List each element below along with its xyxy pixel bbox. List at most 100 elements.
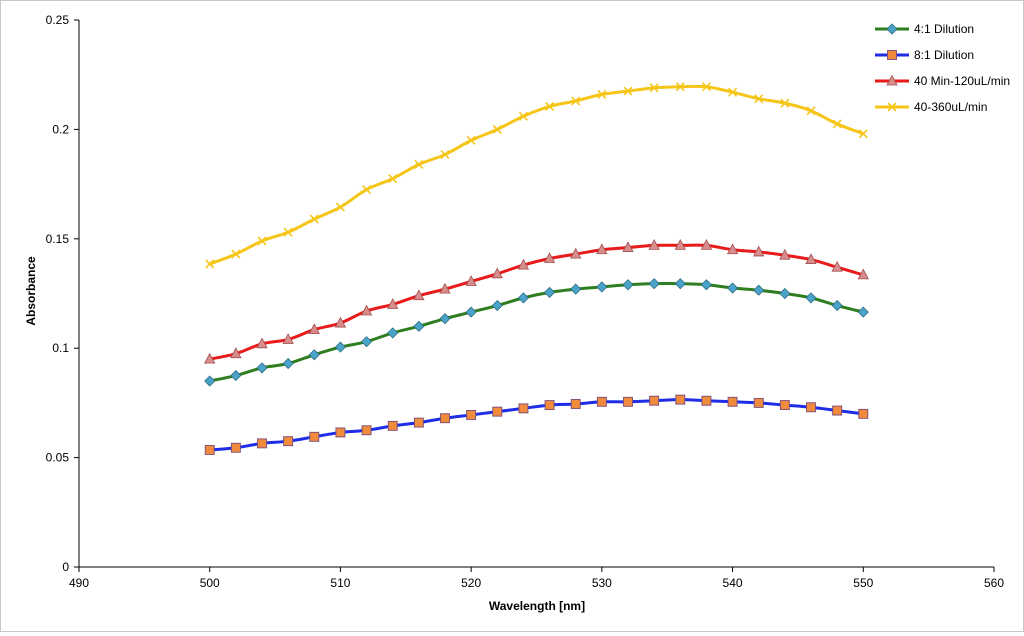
- data-point: [465, 306, 477, 318]
- data-point: [858, 408, 869, 419]
- data-point: [623, 86, 633, 96]
- data-point: [360, 304, 373, 316]
- data-point: [857, 268, 869, 280]
- data-point: [387, 298, 399, 309]
- data-point: [832, 119, 842, 129]
- x-tick-label: 510: [330, 576, 350, 590]
- legend-marker: [886, 74, 898, 86]
- data-point: [283, 436, 294, 447]
- data-point: [413, 417, 424, 428]
- data-point: [779, 287, 791, 300]
- data-point: [805, 292, 817, 304]
- data-point: [440, 149, 450, 160]
- data-point: [231, 249, 241, 259]
- data-point: [622, 279, 634, 291]
- data-point: [491, 299, 503, 312]
- data-point: [257, 236, 267, 246]
- x-tick-label: 490: [69, 576, 89, 590]
- legend-label: 40 Min-120uL/min: [914, 74, 1010, 88]
- data-point: [204, 375, 216, 387]
- data-point: [466, 135, 476, 145]
- data-point: [230, 347, 242, 359]
- series-layer: [204, 82, 869, 455]
- data-point: [230, 369, 242, 382]
- data-point: [308, 349, 320, 361]
- x-tick-label: 560: [984, 576, 1004, 590]
- data-point: [361, 425, 372, 436]
- y-tick-label: 0.25: [46, 13, 70, 27]
- legend-label: 4:1 Dilution: [914, 22, 974, 36]
- legend-label: 40-360uL/min: [914, 100, 987, 114]
- y-axis-title: Absorbance: [24, 256, 38, 326]
- data-point: [570, 247, 582, 259]
- data-point: [518, 111, 528, 121]
- legend-marker: [886, 23, 898, 35]
- y-tick-label: 0: [62, 560, 69, 574]
- data-point: [648, 239, 660, 250]
- data-point: [649, 395, 660, 406]
- legend-item: 4:1 Dilution: [875, 22, 974, 36]
- data-point: [491, 267, 503, 279]
- data-point: [439, 282, 451, 294]
- data-point: [674, 239, 686, 250]
- data-point: [543, 252, 556, 263]
- data-point: [806, 106, 816, 116]
- data-point: [544, 400, 555, 411]
- data-point: [701, 82, 711, 92]
- data-point: [413, 289, 425, 301]
- data-point: [388, 174, 398, 184]
- series-3: [204, 239, 869, 364]
- data-point: [622, 241, 634, 252]
- y-tick-label: 0.15: [46, 232, 70, 246]
- data-point: [596, 243, 608, 255]
- series-line: [209, 84, 864, 266]
- axes: 0 0.05 0.1 0.15 0.2 0.25 490 500 510 520 530 540 550…: [46, 13, 1005, 590]
- data-point: [805, 253, 817, 264]
- data-point: [832, 405, 843, 416]
- legend-item: 8:1 Dilution: [875, 48, 974, 62]
- y-tick-label: 0.2: [52, 122, 69, 136]
- data-point: [701, 395, 712, 406]
- data-point: [674, 278, 686, 290]
- data-point: [597, 89, 607, 99]
- x-axis-title: Wavelength [nm]: [489, 599, 585, 613]
- series-1: [204, 278, 869, 387]
- data-point: [700, 239, 713, 250]
- data-point: [517, 258, 530, 270]
- data-point: [596, 396, 607, 407]
- data-point: [205, 259, 215, 269]
- legend-item: 40-360uL/min: [875, 100, 987, 114]
- data-point: [440, 413, 450, 424]
- legend-item: 40 Min-120uL/min: [875, 74, 1010, 88]
- x-tick-label: 520: [461, 576, 481, 590]
- data-point: [465, 275, 477, 286]
- data-point: [204, 444, 215, 455]
- data-point: [204, 352, 216, 364]
- data-point: [335, 202, 345, 212]
- data-point: [649, 83, 659, 93]
- x-tick-label: 540: [723, 576, 743, 590]
- data-point: [754, 94, 764, 104]
- data-point: [858, 129, 868, 139]
- data-point: [309, 214, 319, 224]
- legend-marker: [887, 50, 897, 60]
- data-point: [726, 243, 739, 255]
- data-point: [675, 394, 686, 405]
- data-point: [282, 333, 294, 344]
- data-point: [362, 185, 372, 195]
- data-point: [753, 284, 765, 296]
- data-point: [544, 286, 556, 298]
- legend-label: 8:1 Dilution: [914, 48, 974, 62]
- data-point: [570, 399, 581, 409]
- data-point: [492, 406, 503, 417]
- data-point: [753, 245, 765, 257]
- data-point: [334, 316, 347, 328]
- data-point: [596, 281, 608, 293]
- y-tick-label: 0.1: [52, 341, 69, 355]
- data-point: [831, 299, 843, 312]
- data-point: [753, 397, 764, 408]
- data-point: [361, 336, 373, 348]
- data-point: [466, 409, 477, 420]
- data-point: [518, 403, 529, 414]
- data-point: [413, 320, 425, 332]
